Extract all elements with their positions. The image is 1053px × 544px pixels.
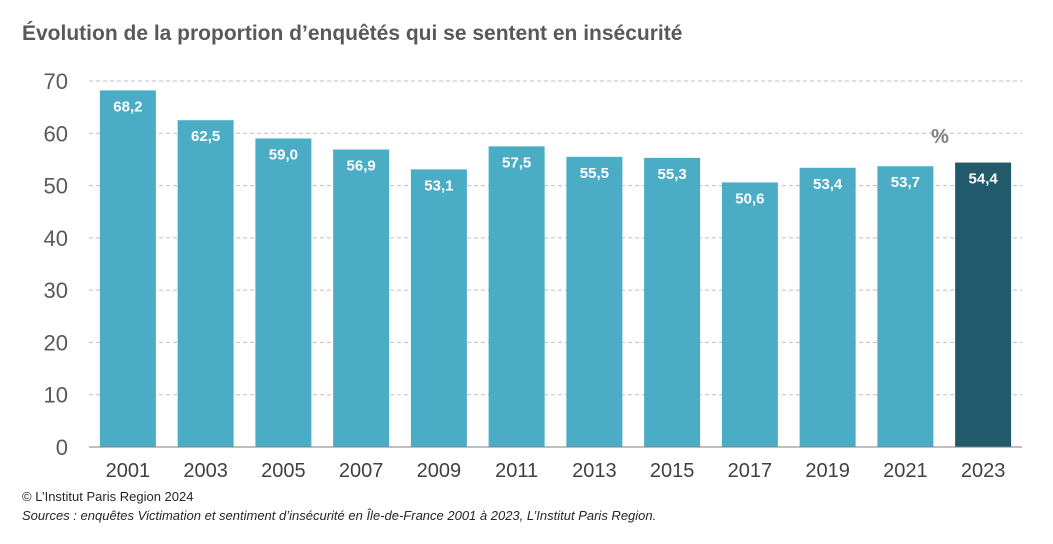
x-tick-label: 2023 xyxy=(961,460,1006,482)
x-tick-label: 2013 xyxy=(572,460,617,482)
x-tick-label: 2009 xyxy=(417,460,462,482)
x-tick-label: 2011 xyxy=(495,460,538,482)
data-label: 54,4 xyxy=(969,171,999,188)
y-tick-label: 60 xyxy=(44,121,68,146)
y-tick-label: 40 xyxy=(44,226,68,251)
data-label: 68,2 xyxy=(113,98,142,115)
x-tick-label: 2005 xyxy=(261,460,306,482)
x-axis-ticks: 2001 2003 2005 2007 2009 2011 2013 2015 2017 2019… xyxy=(106,460,1006,482)
y-axis-ticks: 0 10 20 30 40 50 60 70 xyxy=(44,69,68,460)
x-tick-label: 2003 xyxy=(183,460,228,482)
bar-2007 xyxy=(333,149,390,447)
data-label: 57,5 xyxy=(502,154,531,171)
data-label: 53,1 xyxy=(424,177,453,194)
data-label: 53,4 xyxy=(813,176,843,193)
bar-chart: 0 10 20 30 40 50 60 70 68,2 62,5 59,0 56,9 53,1 57,5… xyxy=(44,69,1022,482)
y-tick-label: 50 xyxy=(44,174,68,199)
bar-2009 xyxy=(410,169,467,447)
x-tick-label: 2021 xyxy=(883,460,928,482)
unit-label: % xyxy=(931,126,949,148)
bar-2013 xyxy=(566,156,623,448)
bar-2023 xyxy=(955,162,1012,447)
y-tick-label: 10 xyxy=(44,383,68,408)
bar-2019 xyxy=(799,167,856,447)
bar-2001 xyxy=(99,90,156,447)
data-label: 59,0 xyxy=(269,147,298,164)
bar-2021 xyxy=(877,166,934,447)
data-label: 55,3 xyxy=(658,166,687,183)
bar-2011 xyxy=(488,146,545,447)
y-tick-label: 30 xyxy=(44,278,68,303)
data-label: 50,6 xyxy=(735,190,764,207)
bars xyxy=(99,90,1012,448)
y-tick-label: 70 xyxy=(44,69,68,94)
data-labels: 68,2 62,5 59,0 56,9 53,1 57,5 55,5 55,3 50,6 53,4… xyxy=(113,98,998,207)
y-tick-label: 0 xyxy=(56,435,68,460)
copyright-note: © L’Institut Paris Region 2024 xyxy=(22,489,194,504)
x-tick-label: 2015 xyxy=(650,460,695,482)
y-tick-label: 20 xyxy=(44,330,68,355)
data-label: 56,9 xyxy=(347,157,376,174)
chart-title: Évolution de la proportion d’enquêtés qu… xyxy=(22,22,683,45)
x-tick-label: 2007 xyxy=(339,460,384,482)
bar-2015 xyxy=(644,157,701,448)
bar-2017 xyxy=(721,182,778,448)
data-label: 55,5 xyxy=(580,165,609,182)
sources-note: Sources : enquêtes Victimation et sentim… xyxy=(22,508,657,523)
x-tick-label: 2019 xyxy=(805,460,850,482)
bar-2005 xyxy=(255,138,312,447)
gridlines xyxy=(89,80,1022,396)
x-tick-label: 2001 xyxy=(106,460,151,482)
data-label: 62,5 xyxy=(191,128,220,145)
bar-2003 xyxy=(177,120,234,447)
x-tick-label: 2017 xyxy=(728,460,773,482)
data-label: 53,7 xyxy=(891,174,920,191)
